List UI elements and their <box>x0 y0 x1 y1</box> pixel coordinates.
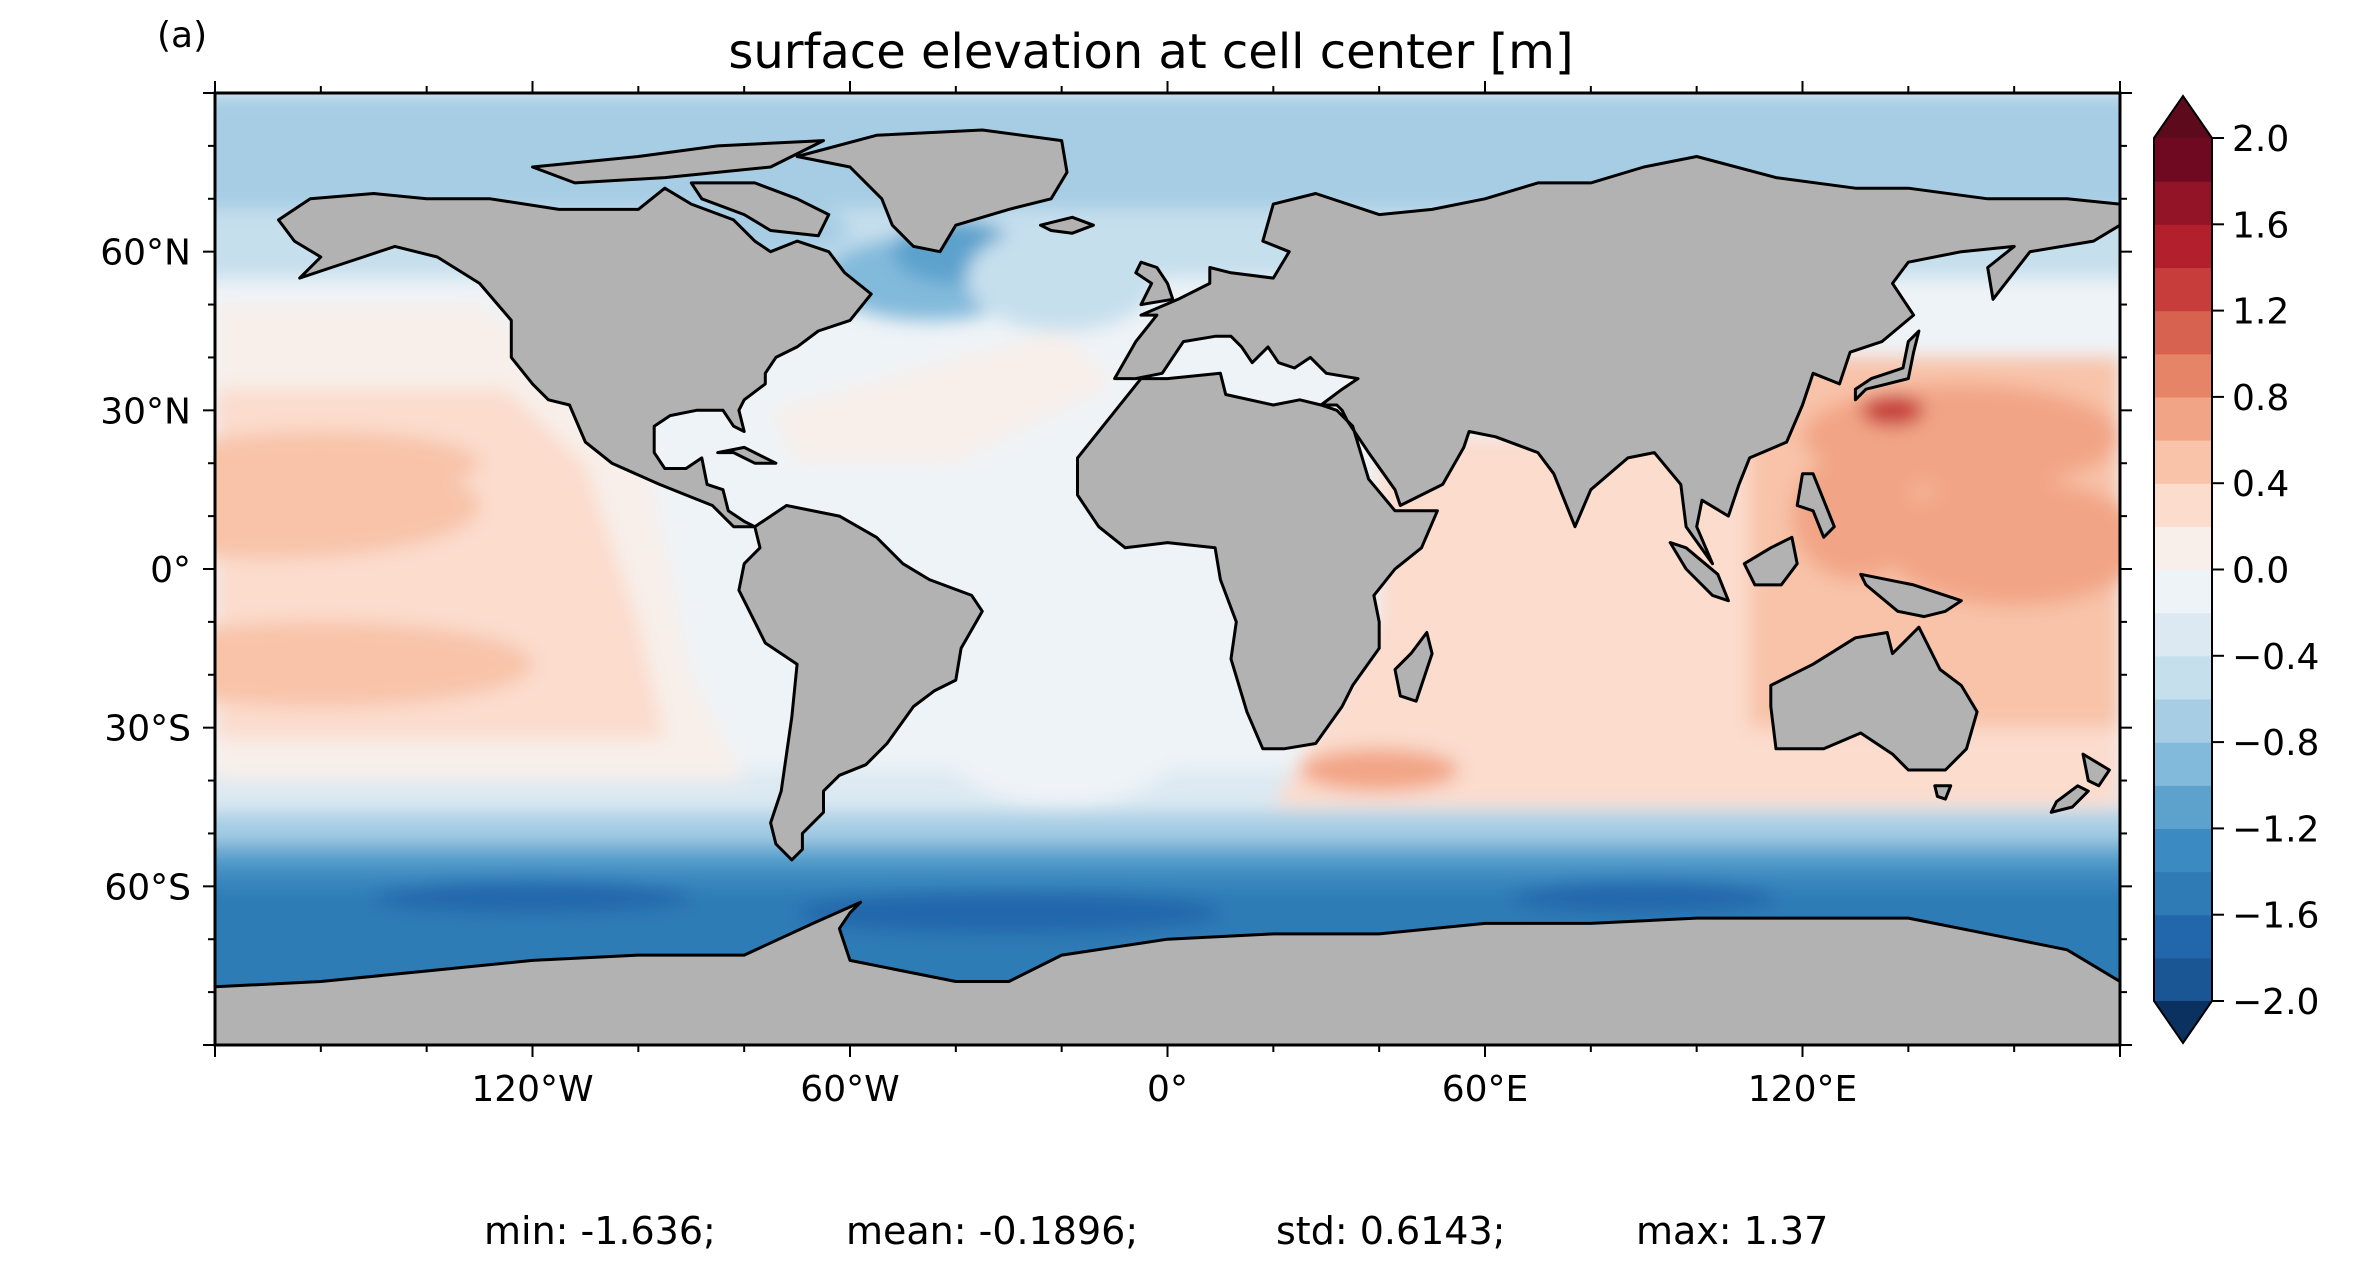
latitude-tick-label: 30°N <box>100 391 191 432</box>
statistics-line: min: -1.636; mean: -0.1896; std: 0.6143;… <box>484 1209 1828 1253</box>
stat-min: min: -1.636; <box>484 1209 716 1253</box>
japan <box>1853 329 1921 402</box>
colorbar-tick-label: 1.6 <box>2232 205 2289 246</box>
cuba <box>716 445 778 465</box>
south-america <box>737 504 984 862</box>
latitude-tick-label: 30°S <box>104 709 191 750</box>
land-mass-layer <box>215 128 2120 1045</box>
longitude-tick-label: 60°W <box>800 1069 899 1110</box>
colorbar-segment <box>2154 440 2212 484</box>
colorbar-segment <box>2154 655 2212 700</box>
colorbar-segment <box>2154 181 2212 225</box>
colorbar-segment <box>2154 785 2212 829</box>
colorbar-segment <box>2154 310 2212 355</box>
tasmania <box>1933 784 1953 801</box>
borneo <box>1742 535 1799 587</box>
stat-std: std: 0.6143; <box>1276 1209 1505 1253</box>
colorbar-segment <box>2154 914 2212 959</box>
philippines <box>1795 472 1836 539</box>
longitude-tick-label: 120°W <box>471 1069 593 1110</box>
colorbar-tick-label: 2.0 <box>2232 119 2289 160</box>
colorbar-tick-label: −1.2 <box>2232 809 2319 850</box>
australia <box>1769 625 1979 772</box>
colorbar-tick-label: −2.0 <box>2232 982 2319 1023</box>
arctic-archipelago <box>531 139 825 185</box>
colorbar-segment <box>2154 224 2212 269</box>
longitude-tick-label: 60°E <box>1442 1069 1529 1110</box>
longitude-tick-label: 0° <box>1147 1069 1188 1110</box>
colorbar-segment <box>2154 612 2212 657</box>
stat-mean: mean: -0.1896; <box>846 1209 1138 1253</box>
sumatra <box>1668 541 1730 603</box>
colorbar-segment <box>2154 483 2212 527</box>
great-britain <box>1134 260 1175 307</box>
baffin-island <box>689 181 831 238</box>
longitude-tick-label: 120°E <box>1748 1069 1857 1110</box>
longitude-axis: 120°W 60°W 0° 60°E 120°E <box>214 81 2121 1110</box>
colorbar-segment <box>2154 698 2212 743</box>
colorbar-segment <box>2154 396 2212 441</box>
new-zealand-south <box>2049 784 2090 814</box>
map-panel: 120°W 60°W 0° 60°E 120°E 60°N 30°N 0° 30°S 60°S <box>100 81 2132 1110</box>
map-title: surface elevation at cell center [m] <box>728 24 1573 80</box>
latitude-axis: 60°N 30°N 0° 30°S 60°S <box>100 92 2132 1046</box>
colorbar-segment <box>2154 569 2212 614</box>
colorbar-segment <box>2154 526 2212 571</box>
latitude-tick-label: 60°S <box>104 867 191 908</box>
colorbar-tick-label: −0.8 <box>2232 723 2319 764</box>
north-america <box>277 186 873 529</box>
colorbar-tick-label: −0.4 <box>2232 637 2319 678</box>
colorbar: 2.0 1.6 1.2 0.8 0.4 0.0 −0.4 −0.8 −1.2 −1.6 −2.0 <box>2153 94 2319 1045</box>
new-guinea <box>1859 572 1963 619</box>
colorbar-segment <box>2154 828 2212 873</box>
colorbar-tick-label: 0.4 <box>2232 464 2289 505</box>
latitude-tick-label: 0° <box>150 550 191 591</box>
stat-max: max: 1.37 <box>1636 1209 1828 1253</box>
latitude-tick-label: 60°N <box>100 233 191 274</box>
panel-label: (a) <box>157 15 207 56</box>
colorbar-segment <box>2154 871 2212 916</box>
colorbar-segment <box>2154 957 2212 1002</box>
colorbar-extend-max <box>2154 96 2212 138</box>
new-zealand-north <box>2081 752 2111 788</box>
colorbar-extend-min <box>2154 1001 2212 1043</box>
greenland <box>795 128 1069 254</box>
colorbar-segment <box>2154 742 2212 786</box>
iceland <box>1039 215 1095 235</box>
colorbar-segment <box>2154 138 2212 182</box>
colorbar-tick-label: 1.2 <box>2232 292 2289 333</box>
colorbar-tick-label: 0.8 <box>2232 378 2289 419</box>
colorbar-segment <box>2154 353 2212 398</box>
eurasia-africa <box>1076 155 2120 751</box>
antarctica <box>215 900 2120 1045</box>
colorbar-tick-label: 0.0 <box>2232 551 2289 592</box>
colorbar-tick-label: −1.6 <box>2232 896 2319 937</box>
madagascar <box>1393 631 1434 703</box>
colorbar-segment <box>2154 267 2212 312</box>
